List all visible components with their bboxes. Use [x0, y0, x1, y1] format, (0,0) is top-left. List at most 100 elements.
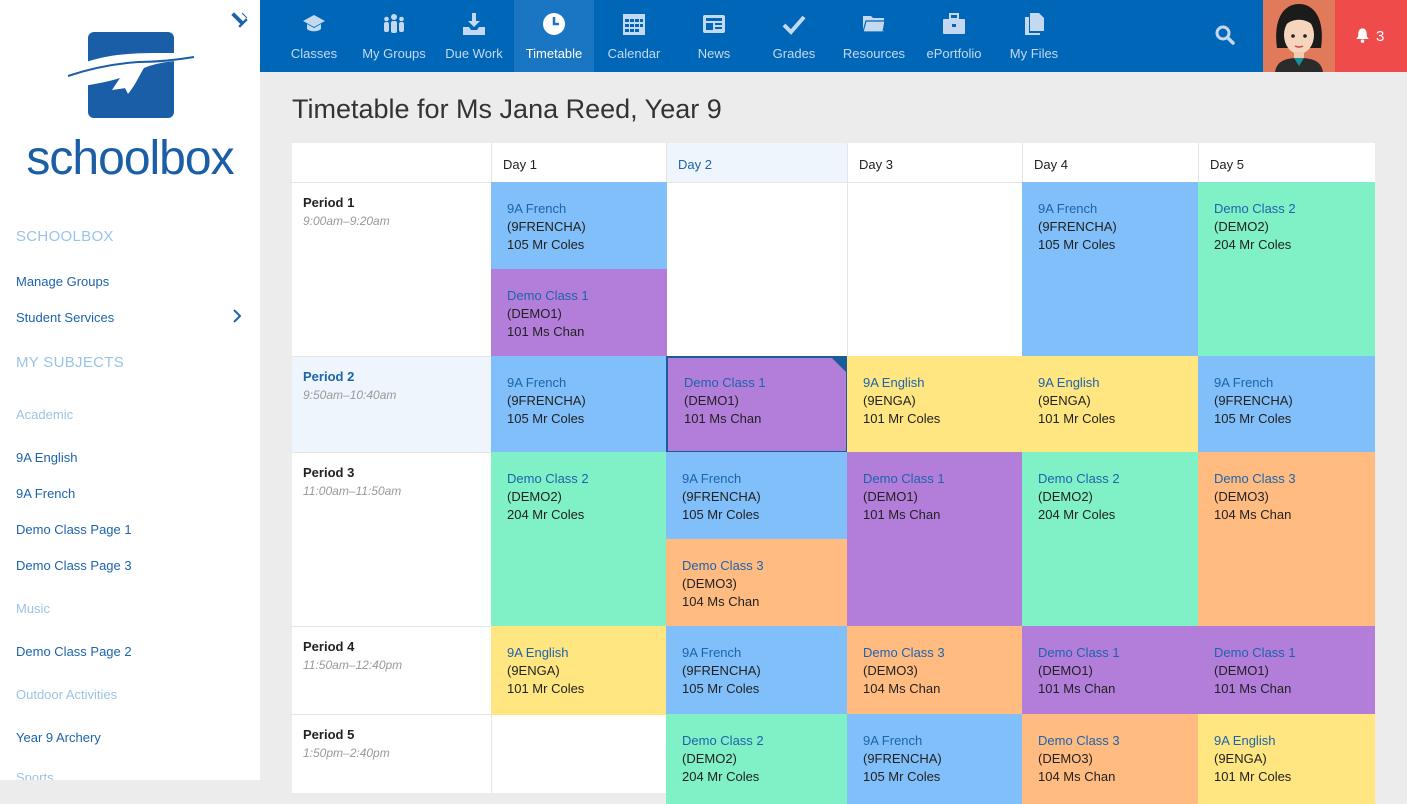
pin-icon[interactable] — [231, 11, 249, 29]
nav-grades[interactable]: Grades — [754, 0, 834, 72]
period-name: Period 3 — [303, 465, 355, 480]
nav-my-groups[interactable]: My Groups — [354, 0, 434, 72]
subject-group-music: Music — [16, 601, 50, 616]
day-header-4: Day 4 — [1022, 143, 1199, 183]
class-entry[interactable]: Demo Class 3 (DEMO3) 104 Ms Chan — [847, 626, 1023, 715]
chevron-right-icon[interactable] — [229, 308, 245, 324]
nav-label: My Groups — [362, 46, 426, 61]
period-row-3: Period 3 11:00am–11:50am — [292, 452, 492, 627]
class-entry[interactable]: Demo Class 2 (DEMO2) 204 Mr Coles — [666, 714, 848, 804]
period-name: Period 4 — [303, 639, 355, 654]
class-entry[interactable]: 9A French (9FRENCHA) 105 Mr Coles — [1198, 356, 1375, 453]
notification-count: 3 — [1376, 28, 1385, 45]
schoolbox-logo-icon[interactable] — [58, 32, 203, 118]
nav-label: Calendar — [607, 46, 661, 61]
notifications-button[interactable]: 3 — [1335, 0, 1407, 72]
avatar[interactable] — [1263, 0, 1335, 72]
period-time: 1:50pm–2:40pm — [303, 746, 390, 760]
subject-link-demo-class-page-3[interactable]: Demo Class Page 3 — [16, 558, 132, 573]
class-entry-current[interactable]: Demo Class 1 (DEMO1) 101 Ms Chan — [666, 356, 848, 453]
class-entry[interactable]: 9A English (9ENGA) 101 Mr Coles — [1022, 356, 1199, 453]
nav-due-work[interactable]: Due Work — [434, 0, 514, 72]
class-entry[interactable]: Demo Class 2 (DEMO2) 204 Mr Coles — [491, 452, 667, 627]
day-header-1: Day 1 — [491, 143, 667, 183]
nav-label: News — [697, 46, 731, 61]
period-time: 11:00am–11:50am — [303, 484, 402, 498]
class-entry[interactable]: Demo Class 3 (DEMO3) 104 Ms Chan — [666, 539, 848, 627]
class-entry[interactable]: 9A French (9FRENCHA) 105 Mr Coles — [666, 452, 848, 540]
nav-label: Due Work — [445, 46, 503, 61]
section-schoolbox: SCHOOLBOX — [16, 228, 114, 245]
page-title: Timetable for Ms Jana Reed, Year 9 — [292, 94, 722, 124]
class-entry[interactable]: 9A French (9FRENCHA) 105 Mr Coles — [491, 182, 667, 270]
subject-link-9a-french[interactable]: 9A French — [16, 486, 76, 501]
clock-icon — [543, 13, 565, 35]
check-icon — [782, 15, 806, 35]
folder-icon — [862, 16, 886, 33]
period-row-2: Period 2 9:50am–10:40am — [292, 356, 492, 453]
group-icon — [384, 14, 404, 33]
subject-group-sports: Sports — [16, 770, 54, 780]
class-entry[interactable]: 9A English (9ENGA) 101 Mr Coles — [847, 356, 1023, 453]
nav-label: My Files — [1009, 46, 1059, 61]
corner-header — [292, 143, 492, 183]
class-entry[interactable]: Demo Class 1 (DEMO1) 101 Ms Chan — [491, 269, 667, 357]
period-time: 9:50am–10:40am — [303, 388, 397, 402]
link-student-services[interactable]: Student Services — [16, 310, 115, 325]
search-icon[interactable] — [1213, 23, 1237, 47]
nav-resources[interactable]: Resources — [834, 0, 914, 72]
class-entry[interactable]: Demo Class 3 (DEMO3) 104 Ms Chan — [1022, 714, 1199, 804]
class-entry[interactable]: Demo Class 3 (DEMO3) 104 Ms Chan — [1198, 452, 1375, 627]
class-entry[interactable]: 9A French (9FRENCHA) 105 Mr Coles — [847, 714, 1023, 804]
subject-group-academic: Academic — [16, 407, 74, 422]
nav-timetable[interactable]: Timetable — [514, 0, 594, 72]
graduation-cap-icon — [303, 15, 325, 32]
files-icon — [1025, 13, 1044, 35]
class-entry[interactable]: 9A French (9FRENCHA) 105 Mr Coles — [491, 356, 667, 453]
day-header-2: Day 2 — [666, 143, 848, 183]
class-entry[interactable]: Demo Class 1 (DEMO1) 101 Ms Chan — [1022, 626, 1199, 715]
period-row-1: Period 1 9:00am–9:20am — [292, 182, 492, 357]
subject-link-demo-class-page-1[interactable]: Demo Class Page 1 — [16, 522, 132, 537]
class-entry[interactable]: Demo Class 2 (DEMO2) 204 Mr Coles — [1022, 452, 1199, 627]
subject-link-year-9-archery[interactable]: Year 9 Archery — [16, 730, 101, 745]
period-time: 11:50am–12:40pm — [303, 658, 403, 672]
day-header-3: Day 3 — [847, 143, 1023, 183]
link-manage-groups[interactable]: Manage Groups — [16, 274, 110, 289]
sidebar: schoolbox SCHOOLBOX Manage Groups Studen… — [0, 0, 260, 780]
subject-link-9a-english[interactable]: 9A English — [16, 450, 78, 465]
class-entry[interactable]: Demo Class 2 (DEMO2) 204 Mr Coles — [1198, 182, 1375, 357]
class-entry[interactable]: Demo Class 1 (DEMO1) 101 Ms Chan — [847, 452, 1023, 627]
nav-news[interactable]: News — [674, 0, 754, 72]
nav-my-files[interactable]: My Files — [994, 0, 1074, 72]
nav-label: Timetable — [525, 46, 583, 61]
subject-link-demo-class-page-2[interactable]: Demo Class Page 2 — [16, 644, 132, 659]
nav-classes[interactable]: Classes — [274, 0, 354, 72]
nav-label: ePortfolio — [926, 46, 982, 61]
period-name: Period 1 — [303, 195, 355, 210]
briefcase-icon — [943, 13, 965, 34]
period-row-4: Period 4 11:50am–12:40pm — [292, 626, 492, 715]
timetable-grid: Day 1 Day 2 Day 3 Day 4 Day 5 Period 1 9… — [292, 143, 1375, 804]
class-entry[interactable]: 9A English (9ENGA) 101 Mr Coles — [491, 626, 667, 715]
section-my-subjects: MY SUBJECTS — [16, 354, 125, 371]
nav-label: Classes — [290, 46, 338, 61]
newspaper-icon — [703, 15, 725, 33]
class-entry[interactable]: Demo Class 1 (DEMO1) 101 Ms Chan — [1198, 626, 1375, 715]
bell-icon — [1356, 28, 1369, 43]
nav-eportfolio[interactable]: ePortfolio — [914, 0, 994, 72]
class-entry[interactable]: 9A English (9ENGA) 101 Mr Coles — [1198, 714, 1375, 804]
period-name: Period 2 — [303, 369, 355, 384]
calendar-icon — [623, 14, 645, 35]
nav-calendar[interactable]: Calendar — [594, 0, 674, 72]
nav-label: Resources — [842, 46, 906, 61]
download-tray-icon — [463, 13, 485, 35]
period-row-5: Period 5 1:50pm–2:40pm — [292, 714, 492, 804]
subject-group-outdoor-activities: Outdoor Activities — [16, 687, 118, 702]
top-navigation: Classes My Groups Due Work Timetable Cal… — [260, 0, 1407, 72]
current-marker — [832, 358, 846, 372]
class-entry[interactable]: 9A French (9FRENCHA) 105 Mr Coles — [666, 626, 848, 715]
day-header-5: Day 5 — [1198, 143, 1375, 183]
class-entry[interactable]: 9A French (9FRENCHA) 105 Mr Coles — [1022, 182, 1199, 357]
period-name: Period 5 — [303, 727, 355, 742]
